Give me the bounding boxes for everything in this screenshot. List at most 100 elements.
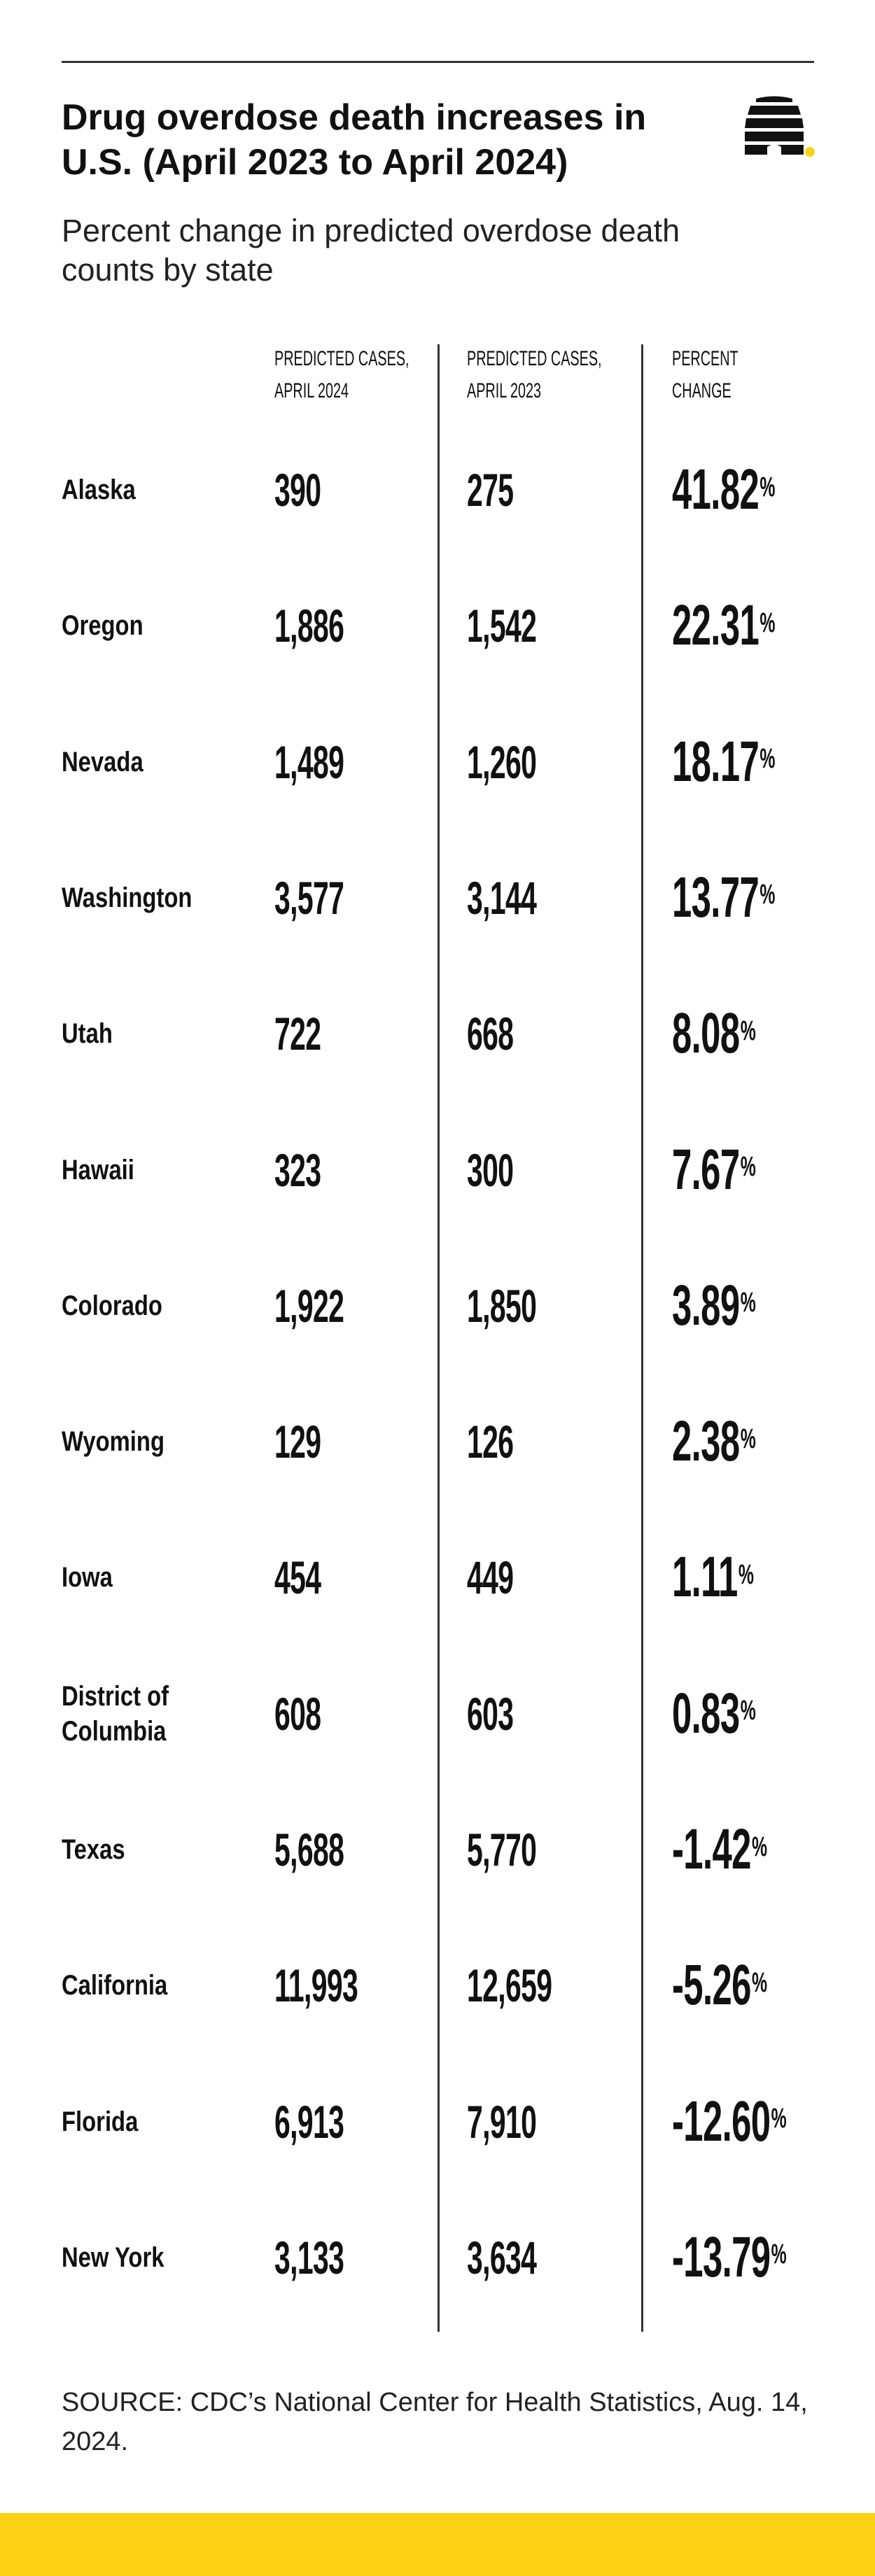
cases-april-2024: 129 [274, 1416, 321, 1468]
table-row: Colorado 1,922 1,850 3.89% [0, 1238, 875, 1374]
column-divider [641, 344, 643, 2332]
percent-change: 1.11% [672, 1509, 754, 1645]
table-row: Texas 5,688 5,770 -1.42% [0, 1782, 875, 1917]
percent-change: 8.08% [672, 966, 756, 1102]
table-row: Nevada 1,489 1,260 18.17% [0, 694, 875, 830]
percent-change: 7.67% [672, 1102, 756, 1238]
cases-april-2023: 275 [467, 464, 514, 516]
percent-change: -13.79% [672, 2190, 787, 2325]
percent-sign: % [740, 1015, 756, 1046]
table-row: Oregon 1,886 1,542 22.31% [0, 558, 875, 694]
percent-change-value: 22.31 [672, 593, 760, 658]
table-row: California 11,993 12,659 -5.26% [0, 1917, 875, 2053]
cases-april-2023: 5,770 [467, 1824, 537, 1875]
cases-april-2024: 11,993 [274, 1959, 358, 2012]
source-note: SOURCE: CDC’s National Center for Health… [62, 2388, 808, 2456]
percent-change: 13.77% [672, 830, 775, 966]
state-name: Utah [62, 1018, 113, 1050]
cases-april-2024: 3,133 [274, 2231, 344, 2283]
cases-april-2024: 5,688 [274, 1824, 344, 1875]
cases-april-2023: 12,659 [467, 1959, 552, 2012]
percent-change: 2.38% [672, 1374, 756, 1509]
table-row: Wyoming 129 126 2.38% [0, 1374, 875, 1509]
state-name: Oregon [62, 610, 144, 642]
footer-band [0, 2513, 875, 2576]
chart-subtitle: Percent change in predicted overdose dea… [62, 213, 680, 288]
cases-april-2023: 1,850 [467, 1279, 537, 1332]
cases-april-2024: 1,886 [274, 600, 344, 652]
cases-april-2023: 7,910 [467, 2095, 537, 2148]
cases-april-2023: 300 [467, 1143, 514, 1196]
percent-sign: % [760, 471, 775, 502]
table-row: New York 3,133 3,634 -13.79% [0, 2190, 875, 2325]
table-row: Alaska 390 275 41.82% [0, 422, 875, 558]
cases-april-2024: 722 [274, 1008, 321, 1060]
table-row: Washington 3,577 3,144 13.77% [0, 830, 875, 966]
percent-sign: % [760, 743, 775, 775]
percent-change: -5.26% [672, 1917, 767, 2053]
column-header-percent-change: PERCENT CHANGE [672, 347, 738, 402]
percent-change: 41.82% [672, 422, 775, 558]
percent-sign: % [740, 1151, 756, 1182]
percent-sign: % [771, 2239, 787, 2270]
percent-change: 22.31% [672, 558, 775, 694]
cases-april-2024: 608 [274, 1687, 321, 1740]
cases-april-2023: 1,260 [467, 736, 537, 788]
table-row: Florida 6,913 7,910 -12.60% [0, 2054, 875, 2190]
state-name: Wyoming [62, 1426, 164, 1458]
cases-april-2023: 1,542 [467, 600, 537, 652]
percent-change-value: 2.38 [672, 1409, 740, 1474]
percent-sign: % [760, 607, 775, 638]
cases-april-2024: 1,922 [274, 1279, 344, 1332]
percent-change: -1.42% [672, 1782, 767, 1917]
cases-april-2024: 1,489 [274, 736, 344, 788]
cases-april-2023: 668 [467, 1008, 514, 1060]
state-name: Hawaii [62, 1154, 134, 1185]
percent-change-value: -5.26 [672, 1953, 751, 2018]
table-row: Utah 722 668 8.08% [0, 966, 875, 1102]
cases-april-2024: 3,577 [274, 871, 344, 924]
cases-april-2024: 323 [274, 1143, 321, 1196]
percent-change-value: 3.89 [672, 1273, 740, 1337]
state-name: Nevada [62, 746, 144, 777]
cases-april-2023: 3,634 [467, 2231, 537, 2283]
chart-title: Drug overdose death increases in U.S. (A… [62, 97, 647, 183]
column-header-april-2023: PREDICTED CASES, APRIL 2023 [467, 347, 602, 402]
percent-change: 0.83% [672, 1646, 756, 1782]
percent-change-value: 7.67 [672, 1137, 740, 1202]
cases-april-2024: 390 [274, 464, 321, 516]
state-name: District of Columbia [62, 1680, 169, 1747]
percent-change-value: 0.83 [672, 1681, 740, 1745]
cases-april-2023: 449 [467, 1551, 514, 1604]
percent-change: -12.60% [672, 2054, 787, 2190]
percent-change-value: -13.79 [672, 2225, 771, 2289]
cases-april-2023: 126 [467, 1416, 514, 1468]
percent-sign: % [771, 2103, 787, 2134]
state-name: California [62, 1970, 168, 2001]
percent-change-value: 18.17 [672, 729, 760, 794]
column-divider [438, 344, 440, 2332]
percent-change-value: -1.42 [672, 1817, 751, 1881]
percent-change-value: 41.82 [672, 458, 760, 521]
state-name: Iowa [62, 1562, 113, 1593]
percent-change: 3.89% [672, 1238, 756, 1374]
cases-april-2023: 3,144 [467, 871, 537, 924]
percent-change-value: 8.08 [672, 1001, 740, 1066]
percent-sign: % [752, 1831, 767, 1862]
state-name: Colorado [62, 1290, 162, 1321]
top-rule [62, 61, 814, 63]
percent-sign: % [738, 1558, 754, 1590]
percent-sign: % [740, 1423, 756, 1454]
cases-april-2024: 6,913 [274, 2095, 344, 2148]
table-row: Iowa 454 449 1.11% [0, 1509, 875, 1645]
state-name: Texas [62, 1834, 125, 1865]
beehive-icon [745, 96, 815, 157]
cases-april-2024: 454 [274, 1551, 321, 1604]
state-name: Washington [62, 882, 192, 913]
table-row: Hawaii 323 300 7.67% [0, 1102, 875, 1238]
state-name: Alaska [62, 474, 136, 505]
column-header-april-2024: PREDICTED CASES, APRIL 2024 [274, 347, 410, 402]
table-row: District of Columbia 608 603 0.83% [0, 1646, 875, 1782]
percent-sign: % [740, 1287, 756, 1318]
percent-change: 18.17% [672, 694, 775, 830]
